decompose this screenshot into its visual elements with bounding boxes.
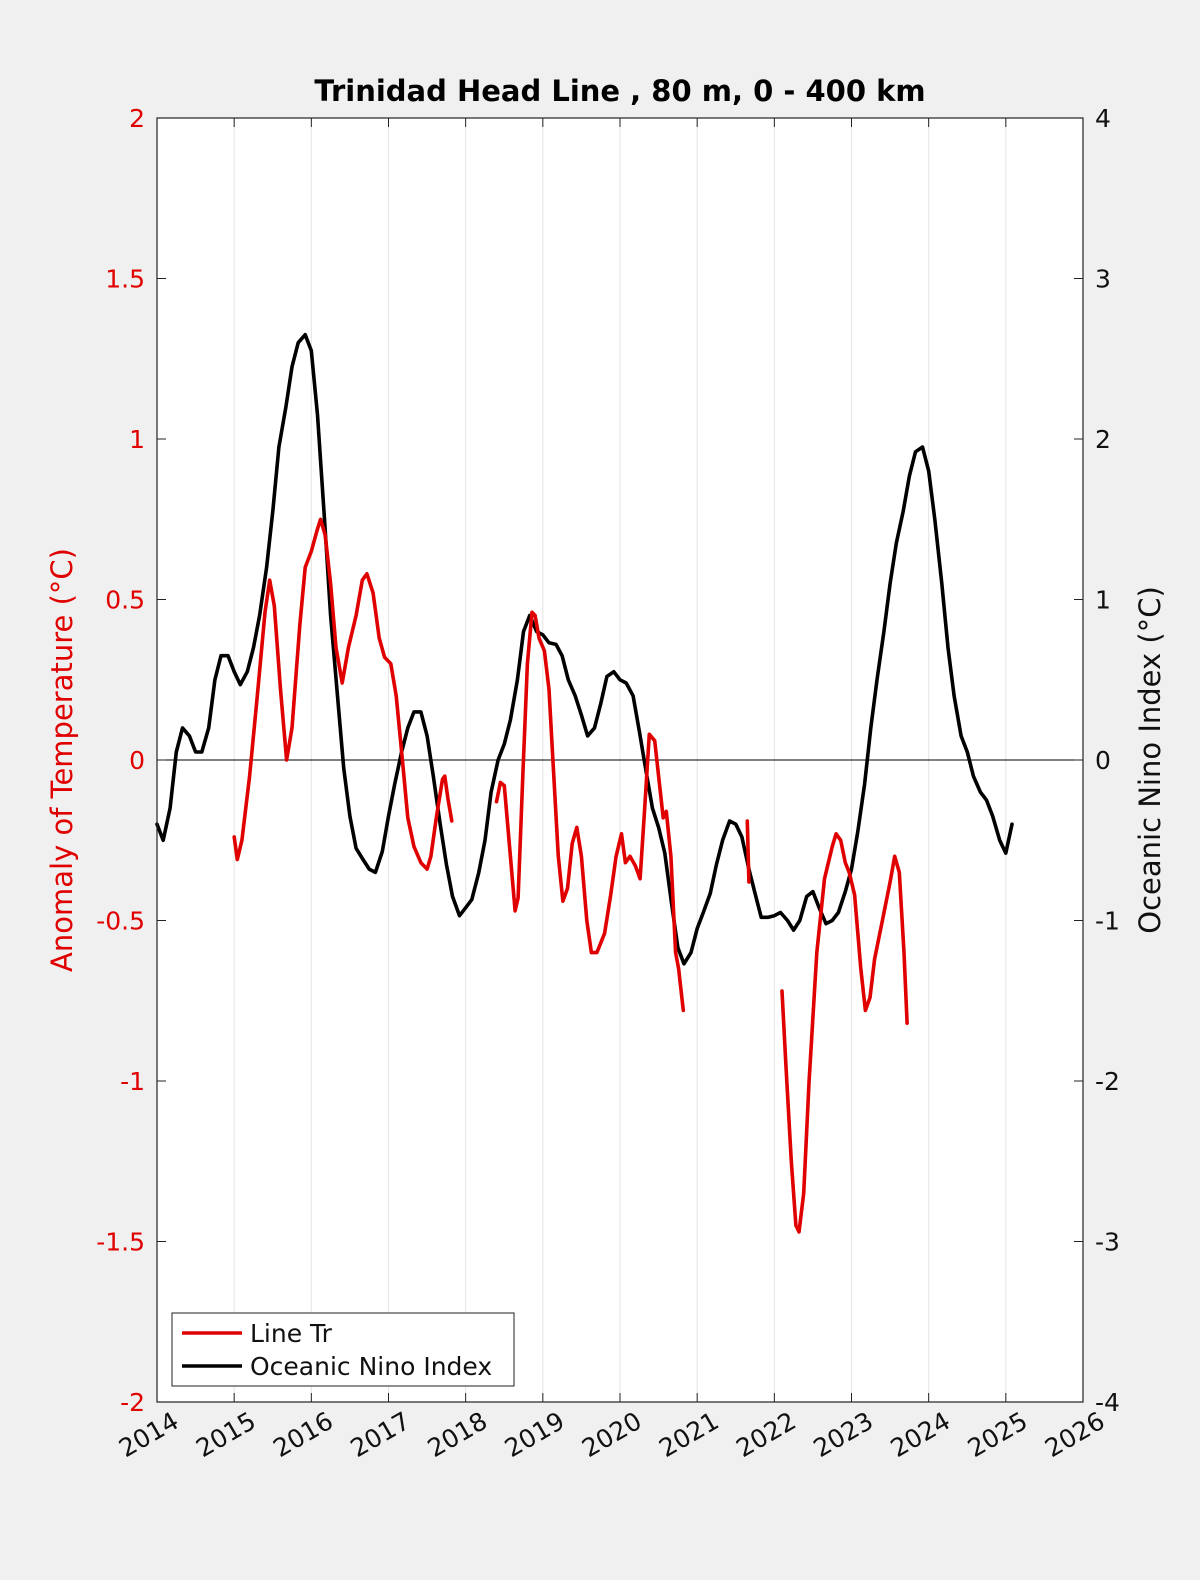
y-left-tick-label: 1.5 (105, 265, 145, 294)
x-tick-label: 2024 (886, 1406, 956, 1463)
x-tick-label: 2015 (191, 1406, 261, 1463)
y-right-tick-label: 0 (1095, 746, 1111, 775)
y-left-tick-label: 0 (129, 746, 145, 775)
y-left-tick-label: 2 (129, 104, 145, 133)
series-line-tr (232, 517, 909, 1234)
y-left-tick-label: -1.5 (96, 1228, 145, 1257)
x-tick-label: 2025 (963, 1406, 1033, 1463)
y-right-tick-label: 1 (1095, 586, 1111, 615)
series-line-segment (780, 831, 909, 1234)
y-left-tick-label: 0.5 (105, 586, 145, 615)
y-left-tick-label: -1 (120, 1067, 145, 1096)
y-right-tick-label: 3 (1095, 265, 1111, 294)
series-line-segment (232, 517, 454, 871)
x-tick-label: 2022 (731, 1406, 801, 1463)
x-tick-label: 2021 (654, 1406, 724, 1463)
y-axis-left-label: Anomaly of Temperature (°C) (45, 548, 79, 972)
x-tick-label: 2020 (577, 1406, 647, 1463)
legend-box (171, 1312, 515, 1387)
x-tick-label: 2016 (268, 1406, 338, 1463)
y-left-tick-label: 1 (129, 425, 145, 454)
y-left-tick-label: -0.5 (96, 907, 145, 936)
series-oni (155, 332, 1014, 966)
series-layer (155, 332, 1014, 1234)
y-right-tick-label: 4 (1095, 104, 1111, 133)
y-left-tick-label: -2 (120, 1388, 145, 1417)
series-line-segment (745, 819, 751, 884)
x-tick-label: 2018 (423, 1406, 493, 1463)
y-right-tick-label: -4 (1095, 1388, 1120, 1417)
y-right-tick-label: -2 (1095, 1067, 1120, 1096)
series-line-segment (155, 332, 1014, 966)
legend-label-oni: Oceanic Nino Index (250, 1352, 492, 1381)
y-axis-right-label: Oceanic Nino Index (°C) (1133, 586, 1167, 934)
y-right-tick-label: -1 (1095, 907, 1120, 936)
legend-label-line-tr: Line Tr (250, 1319, 333, 1348)
x-tick-label: 2023 (808, 1406, 878, 1463)
y-right-tick-label: 2 (1095, 425, 1111, 454)
y-right-tick-label: -3 (1095, 1228, 1120, 1257)
series-line-segment (494, 610, 686, 1013)
chart-title: Trinidad Head Line , 80 m, 0 - 400 km (314, 74, 925, 108)
legend: Line Tr Oceanic Nino Index (171, 1312, 515, 1387)
x-tick-label: 2017 (345, 1406, 415, 1463)
x-tick-label: 2019 (500, 1406, 570, 1463)
